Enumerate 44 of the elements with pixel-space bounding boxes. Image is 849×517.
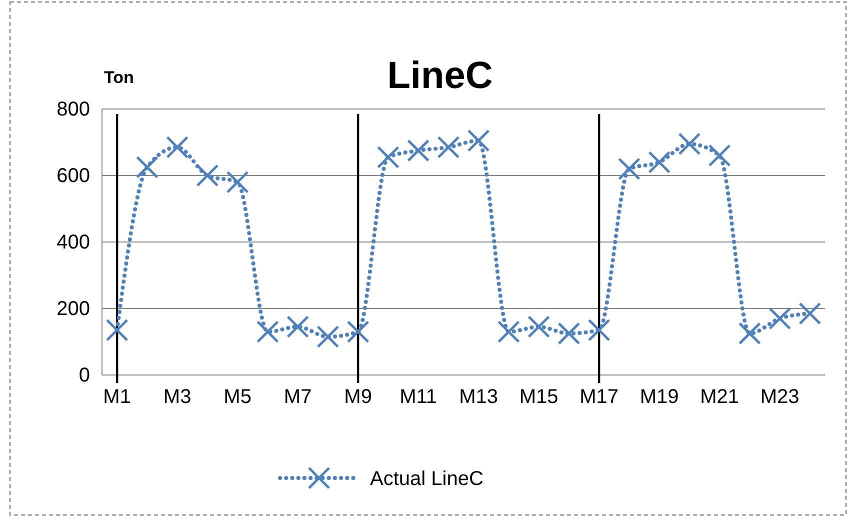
x-tick-label: M19 — [640, 386, 679, 408]
point — [166, 136, 189, 158]
x-tick-label: M5 — [224, 386, 252, 408]
point — [407, 139, 430, 162]
point — [497, 320, 520, 344]
x-tick-label: M21 — [700, 386, 740, 408]
chart-title: LineC — [387, 55, 493, 97]
x-tick-label: M7 — [284, 386, 312, 408]
point — [708, 144, 731, 167]
y-tick-label: 800 — [56, 98, 90, 120]
point — [738, 322, 761, 345]
x-tick-label: M3 — [163, 386, 192, 408]
x-tick-label: M23 — [760, 386, 800, 408]
y-tick-label: 600 — [56, 164, 90, 187]
x-tick-label: M15 — [519, 386, 558, 408]
point — [437, 136, 460, 158]
point — [316, 326, 340, 348]
y-tick-label: 200 — [56, 298, 90, 320]
point — [558, 322, 580, 345]
x-tick-label: M13 — [459, 386, 498, 408]
point — [528, 316, 550, 338]
y-axis-title: Ton — [104, 68, 134, 87]
point — [136, 156, 158, 178]
point — [588, 318, 610, 342]
point — [648, 150, 671, 174]
x-tick-label: M17 — [580, 386, 619, 408]
point — [467, 129, 490, 152]
point — [798, 302, 822, 325]
point — [346, 320, 370, 344]
x-tick-label: M1 — [103, 386, 131, 408]
y-tick-label: 0 — [78, 364, 90, 386]
y-tick-label: 400 — [56, 231, 90, 254]
point — [286, 316, 310, 338]
point — [196, 164, 219, 187]
legend-label: Actual LineC — [370, 468, 484, 490]
point — [768, 307, 792, 330]
point — [376, 146, 400, 168]
point — [618, 158, 640, 180]
point — [106, 318, 128, 342]
x-tick-label: M9 — [344, 386, 372, 408]
point — [226, 170, 249, 194]
x-tick-label: M11 — [400, 386, 438, 408]
point — [256, 320, 279, 344]
point — [678, 132, 701, 156]
